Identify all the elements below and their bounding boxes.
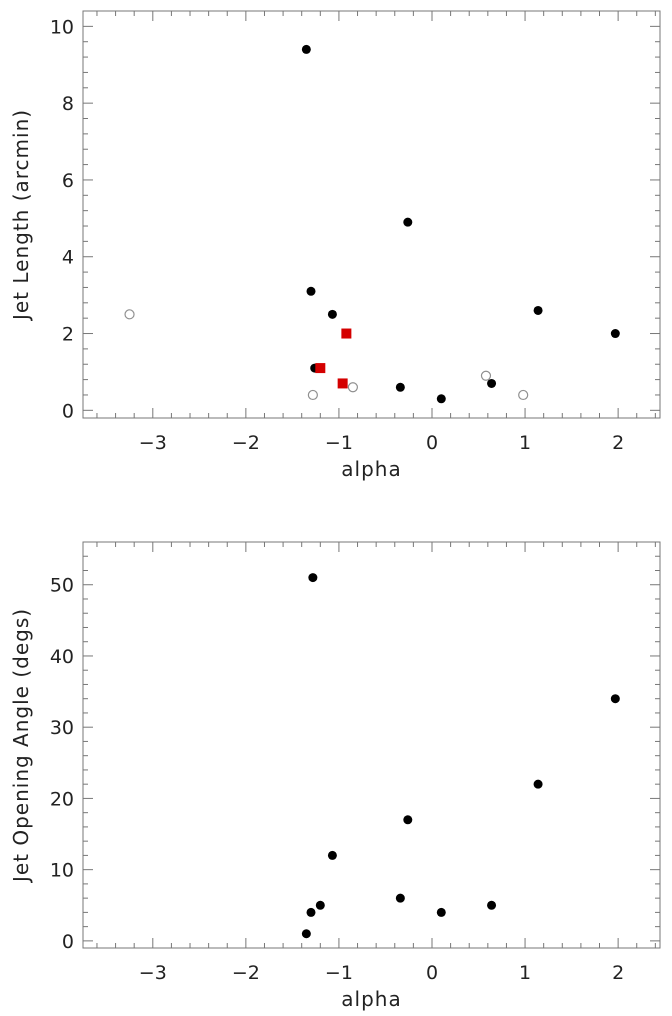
data-point-filled <box>308 573 318 583</box>
data-point-filled <box>315 900 325 910</box>
data-point-filled <box>403 217 413 227</box>
data-point-open <box>347 382 358 393</box>
y-tick-label: 2 <box>62 324 74 346</box>
x-tick-label: −3 <box>139 962 167 984</box>
data-point-filled <box>306 286 316 296</box>
y-tick-label: 10 <box>50 16 74 38</box>
data-point-filled <box>301 929 311 939</box>
data-point-filled <box>306 907 316 917</box>
x-tick-label: −2 <box>232 962 260 984</box>
y-tick-label: 0 <box>62 400 74 422</box>
x-tick-label: −1 <box>325 432 353 454</box>
jet-length-plot: −3 −2 −1 0 1 2 0 2 4 6 8 10 alpha Jet Length (arcmin) <box>9 10 661 481</box>
data-point-filled <box>610 694 620 704</box>
data-point-filled <box>533 779 543 789</box>
y-tick-label: 20 <box>50 788 74 810</box>
x-tick-label: 1 <box>519 432 531 454</box>
y-tick-label: 10 <box>50 860 74 882</box>
x-tick-label: 0 <box>426 962 438 984</box>
x-tick-label: −3 <box>139 432 167 454</box>
data-point-filled <box>395 382 405 392</box>
data-point-filled <box>610 329 620 339</box>
y-tick-label: 8 <box>62 93 74 115</box>
x-axis-label: alpha <box>341 987 401 1011</box>
data-point-open <box>480 370 492 381</box>
y-tick-label: 0 <box>62 931 74 953</box>
y-tick-label: 50 <box>50 575 74 597</box>
data-point-filled <box>436 907 446 917</box>
data-point-filled <box>487 378 497 388</box>
data-point-filled <box>301 44 311 54</box>
data-point-square <box>337 378 348 389</box>
x-axis-label: alpha <box>341 457 401 481</box>
data-point-filled <box>327 850 337 860</box>
plot-frame <box>82 10 661 419</box>
y-tick-label: 40 <box>50 646 74 668</box>
data-point-filled <box>487 900 497 910</box>
y-tick-label: 4 <box>62 247 74 269</box>
x-tick-label: 2 <box>612 432 624 454</box>
x-tick-label: 2 <box>612 962 624 984</box>
data-point-filled <box>327 309 337 319</box>
data-point-filled <box>533 305 543 315</box>
x-tick-label: −2 <box>232 432 260 454</box>
data-point-square <box>341 328 352 339</box>
data-point-open <box>124 309 135 320</box>
x-tick-label: 0 <box>426 432 438 454</box>
data-point-square <box>315 363 326 374</box>
y-axis-label: Jet Length (arcmin) <box>9 109 33 322</box>
data-point-filled <box>436 394 446 404</box>
y-tick-label: 30 <box>50 717 74 739</box>
data-point-open <box>518 389 529 401</box>
y-axis-label: Jet Opening Angle (degs) <box>9 608 33 884</box>
y-tick-label: 6 <box>62 170 74 192</box>
data-point-filled <box>395 893 405 903</box>
x-tick-label: 1 <box>519 962 531 984</box>
data-point-open <box>307 389 318 401</box>
plot-frame <box>82 541 661 949</box>
x-tick-label: −1 <box>325 962 353 984</box>
data-point-filled <box>403 815 413 825</box>
